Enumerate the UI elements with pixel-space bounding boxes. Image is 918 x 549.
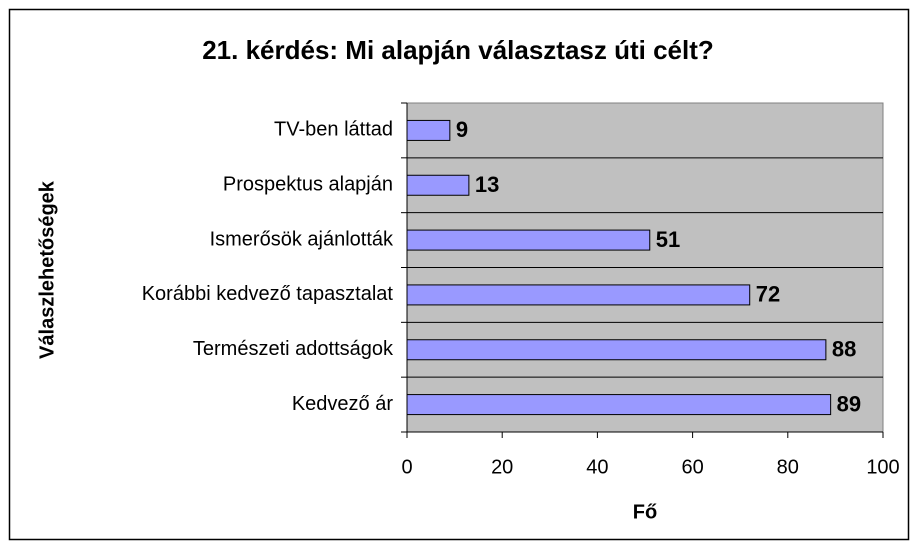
x-tick-label: 0: [401, 456, 412, 478]
x-tick-label: 80: [777, 456, 799, 478]
y-tick-label: Természeti adottságok: [193, 338, 394, 360]
y-tick-label: TV-ben láttad: [274, 119, 393, 141]
y-tick-label: Ismerősök ajánlották: [210, 228, 394, 250]
x-tick-label: 20: [491, 456, 513, 478]
data-label: 13: [475, 172, 499, 197]
y-tick-label: Kedvező ár: [292, 393, 394, 415]
x-tick-label: 40: [586, 456, 608, 478]
bar: [406, 339, 827, 361]
x-tick-label: 100: [866, 456, 899, 478]
bar: [406, 174, 470, 196]
data-label: 89: [837, 391, 861, 416]
chart-title: 21. kérdés: Mi alapján választasz úti cé…: [202, 35, 714, 65]
y-tick-label: Prospektus alapján: [223, 174, 393, 196]
data-label: 88: [832, 337, 856, 362]
bar: [406, 229, 651, 251]
x-tick-label: 60: [681, 456, 703, 478]
y-tick-label: Korábbi kedvező tapasztalat: [142, 283, 394, 305]
data-label: 9: [456, 117, 468, 142]
x-axis-label: Fő: [633, 501, 657, 523]
data-label: 72: [756, 282, 780, 307]
bar: [406, 394, 832, 416]
bar: [406, 284, 751, 306]
data-label: 51: [656, 227, 680, 252]
bar: [406, 119, 451, 141]
y-axis-label: Válaszlehetőségek: [36, 180, 58, 359]
